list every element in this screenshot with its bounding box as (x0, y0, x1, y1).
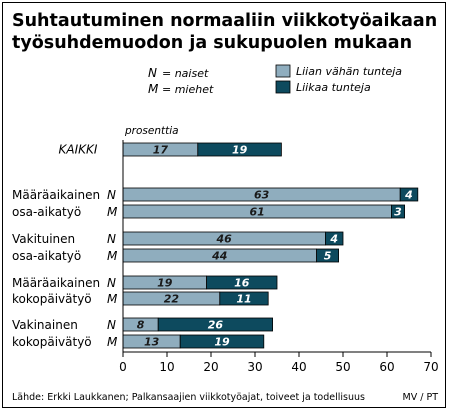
data-label-maaraaikainen-osa-aikatyo-m-too-few-hours: 61 (250, 206, 265, 219)
data-label-maaraaikainen-kokopaivatyo-m-too-few-hours: 22 (164, 293, 180, 306)
category-label-vakituinen-osa-aikatyo-line-2: osa-aikatyö (12, 249, 81, 263)
x-tick-label-20: 20 (203, 360, 218, 374)
gender-marker-maaraaikainen-osa-aikatyo-n: N (107, 188, 116, 202)
gender-legend: N = naiset M = miehet (148, 66, 214, 96)
gender-marker-vakituinen-osa-aikatyo-n: N (107, 232, 116, 246)
legend-swatch-too-few-hours (275, 64, 291, 78)
x-tick-label-30: 30 (247, 360, 262, 374)
category-label-vakituinen-osa-aikatyo-line-1: Vakituinen (12, 232, 75, 246)
gender-marker-vakituinen-osa-aikatyo-m: M (107, 249, 118, 263)
gender-marker-maaraaikainen-kokopaivatyo-n: N (107, 276, 116, 290)
gender-marker-maaraaikainen-osa-aikatyo-m: M (107, 205, 118, 219)
unit-label: prosenttia (124, 125, 179, 137)
bar-vakinainen-kokopaivatyo-m-too-many-hours (179, 334, 265, 349)
category-label-maaraaikainen-osa-aikatyo-line-1: Määräaikainen (12, 188, 100, 202)
data-label-vakinainen-kokopaivatyo-m-too-many-hours: 19 (214, 336, 230, 349)
source-note: Lähde: Erkki Laukkanen; Palkansaajien vi… (12, 392, 365, 403)
gender-legend-meaning-n: = naiset (162, 67, 209, 80)
category-label-maaraaikainen-kokopaivatyo-line-1: Määräaikainen (12, 276, 100, 290)
data-label-vakituinen-osa-aikatyo-n-too-many-hours: 4 (329, 233, 338, 246)
gender-legend-symbol-m: M (148, 82, 159, 96)
category-label-maaraaikainen-kokopaivatyo-line-2: kokopäivätyö (12, 292, 92, 306)
x-tick-label-10: 10 (159, 360, 174, 374)
bar-maaraaikainen-kokopaivatyo-n-too-many-hours (206, 275, 278, 290)
legend-label-too-many-hours: Liikaa tunteja (296, 81, 371, 94)
data-label-maaraaikainen-osa-aikatyo-n-too-many-hours: 4 (404, 189, 413, 202)
data-label-maaraaikainen-kokopaivatyo-n-too-few-hours: 19 (157, 277, 173, 290)
legend-label-too-few-hours: Liian vähän tunteja (296, 65, 402, 78)
gender-legend-symbol-n: N (148, 66, 157, 80)
chart-title: Suhtautuminen normaaliin viikkotyöaikaan… (12, 11, 437, 53)
legend-swatch-too-many-hours (275, 80, 291, 94)
x-tick-label-40: 40 (291, 360, 306, 374)
data-label-maaraaikainen-kokopaivatyo-m-too-many-hours: 11 (236, 293, 251, 306)
data-label-vakinainen-kokopaivatyo-n-too-many-hours: 26 (208, 319, 224, 332)
x-tick-label-60: 60 (379, 360, 394, 374)
gender-legend-meaning-m: = miehet (162, 83, 214, 96)
bar-maaraaikainen-osa-aikatyo-n-too-many-hours (399, 187, 419, 202)
category-labels: KAIKKIMääräaikainenosa-aikatyöNMVakituin… (12, 143, 118, 350)
data-label-vakituinen-osa-aikatyo-m-too-few-hours: 44 (211, 250, 227, 263)
series-legend: Liian vähän tunteja Liikaa tunteja (275, 64, 402, 94)
chart-title-line-1: Suhtautuminen normaaliin viikkotyöaikaan (12, 11, 437, 31)
bar-vakinainen-kokopaivatyo-n-too-many-hours (157, 317, 273, 332)
gender-marker-vakinainen-kokopaivatyo-m: M (107, 335, 118, 349)
data-label-vakituinen-osa-aikatyo-n-too-few-hours: 46 (216, 233, 233, 246)
category-label-maaraaikainen-osa-aikatyo-line-2: osa-aikatyö (12, 205, 81, 219)
data-label-maaraaikainen-kokopaivatyo-n-too-many-hours: 16 (234, 277, 250, 290)
data-label-vakinainen-kokopaivatyo-m-too-few-hours: 13 (144, 336, 160, 349)
category-label-kaikki: KAIKKI (59, 143, 98, 157)
credit-note: MV / PT (403, 392, 439, 403)
bar-vakituinen-osa-aikatyo-n-too-many-hours (324, 231, 344, 246)
data-label-vakituinen-osa-aikatyo-m-too-many-hours: 5 (324, 250, 332, 263)
x-tick-label-50: 50 (335, 360, 350, 374)
gender-marker-maaraaikainen-kokopaivatyo-m: M (107, 292, 118, 306)
bar-kaikki-too-many-hours (197, 142, 282, 157)
data-label-kaikki-too-few-hours: 17 (153, 144, 169, 157)
x-tick-label-0: 0 (119, 360, 127, 374)
data-label-maaraaikainen-osa-aikatyo-m-too-many-hours: 3 (394, 206, 402, 219)
bar-maaraaikainen-osa-aikatyo-m-too-many-hours (390, 204, 405, 219)
data-label-maaraaikainen-osa-aikatyo-n-too-few-hours: 63 (254, 189, 270, 202)
data-label-vakinainen-kokopaivatyo-n-too-few-hours: 8 (137, 319, 145, 332)
category-label-vakinainen-kokopaivatyo-line-1: Vakinainen (12, 318, 78, 332)
gender-marker-vakinainen-kokopaivatyo-n: N (107, 318, 116, 332)
chart-title-line-2: työsuhdemuodon ja sukupuolen mukaan (12, 33, 412, 53)
x-axis: 0 10 20 30 40 50 60 70 (119, 140, 439, 374)
x-tick-label-70: 70 (423, 360, 438, 374)
bar-maaraaikainen-kokopaivatyo-m-too-many-hours (219, 291, 269, 306)
data-label-kaikki-too-many-hours: 19 (232, 144, 248, 157)
category-label-vakinainen-kokopaivatyo-line-2: kokopäivätyö (12, 335, 92, 349)
bar-vakituinen-osa-aikatyo-m-too-many-hours (316, 248, 340, 263)
